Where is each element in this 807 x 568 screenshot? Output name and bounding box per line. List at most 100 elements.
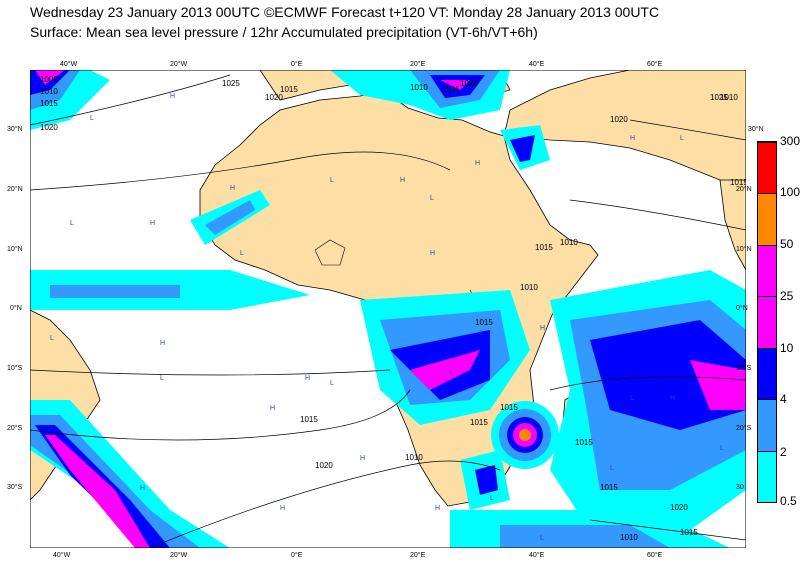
pressure-markers: H L H L H L H H L L H L H L L H L H L H … (50, 93, 724, 542)
top-tick-20w: 20°W (170, 61, 188, 68)
isobar-label: 1020 (670, 503, 688, 512)
svg-text:H: H (280, 505, 285, 512)
svg-text:L: L (240, 250, 244, 257)
legend-label: 300 (780, 134, 801, 148)
isobar-label: 1010 (720, 93, 738, 102)
colorbar-segment (758, 296, 776, 348)
isobar-label: 1015 (535, 243, 553, 252)
colorbar-segment (758, 142, 776, 194)
legend-label: 100 (780, 185, 801, 199)
isobar-label: 1010 (410, 83, 428, 92)
svg-text:H: H (430, 250, 435, 257)
right-tick-20s: 20°S (736, 425, 752, 432)
left-tick-0n: 0°N (10, 305, 22, 312)
svg-text:L: L (90, 115, 94, 122)
weather-map: 1005 1010 1015 1020 1025 1015 1020 1010 … (30, 70, 746, 548)
isobar-label: 1010 (40, 87, 58, 96)
left-tick-20n: 20°N (7, 186, 23, 193)
isobar-label: 1010 (520, 283, 538, 292)
svg-text:L: L (490, 495, 494, 502)
right-tick-30s: 30 (736, 484, 744, 491)
left-tick-20s: 20°S (7, 425, 23, 432)
isobar-label: 1015 (470, 418, 488, 427)
svg-text:H: H (270, 405, 275, 412)
left-tick-10n: 10°N (7, 246, 23, 253)
svg-text:H: H (435, 505, 440, 512)
svg-text:L: L (680, 135, 684, 142)
bottom-tick-40e: 40°E (529, 552, 545, 559)
isobar-label: 1020 (265, 93, 283, 102)
isobar-label: 1025 (222, 79, 240, 88)
top-tick-40w: 40°W (60, 61, 78, 68)
svg-text:H: H (630, 135, 635, 142)
left-tick-30n: 30°N (7, 126, 23, 133)
arabia (503, 70, 746, 191)
svg-text:L: L (50, 335, 54, 342)
svg-text:H: H (305, 375, 310, 382)
svg-text:H: H (150, 220, 155, 227)
isobar-labels: 1005 1010 1015 1020 1025 1015 1020 1010 … (40, 75, 746, 542)
svg-text:H: H (670, 395, 675, 402)
svg-text:L: L (630, 395, 634, 402)
legend-label: 4 (780, 392, 787, 406)
svg-text:L: L (450, 370, 454, 377)
isobars (30, 74, 746, 548)
colorbar-segment (758, 244, 776, 297)
left-tick-10s: 10°S (7, 365, 23, 372)
right-tick-20n: 20°N (736, 186, 752, 193)
svg-text:L: L (85, 460, 89, 467)
isobar-label: 1010 (560, 238, 578, 247)
bottom-tick-40w: 40°W (53, 552, 71, 559)
right-tick-30n: 30°N (748, 126, 764, 133)
colorbar-segment (758, 347, 776, 400)
isobar-label: 1015 (500, 403, 518, 412)
field-subtitle: Surface: Mean sea level pressure / 12hr … (30, 24, 538, 40)
top-tick-20e: 20°E (410, 61, 426, 68)
svg-text:H: H (170, 93, 175, 100)
bottom-tick-60e: 60°E (647, 552, 663, 559)
svg-text:H: H (360, 455, 365, 462)
legend-label: 10 (780, 341, 794, 355)
legend-label: 2 (780, 445, 787, 459)
svg-text:L: L (540, 535, 544, 542)
colorbar-segment (758, 399, 776, 451)
top-tick-60e: 60°E (647, 61, 663, 68)
india (719, 179, 746, 271)
isobar-label: 1015 (730, 178, 746, 187)
isobar-label: 1020 (315, 461, 333, 470)
svg-text:L: L (70, 220, 74, 227)
left-tick-30s: 30°S (7, 484, 23, 491)
isobar-label: 1015 (575, 438, 593, 447)
precipitation (30, 70, 746, 548)
right-tick-10n: 10°N (736, 246, 752, 253)
legend-label: 0.5 (780, 494, 797, 508)
precip-colorbar (757, 141, 777, 503)
svg-text:L: L (720, 445, 724, 452)
svg-text:L: L (480, 330, 484, 337)
svg-text:H: H (400, 177, 405, 184)
isobar-label: 1025 (710, 93, 728, 102)
svg-text:H: H (475, 160, 480, 167)
bottom-tick-0e: 0°E (291, 552, 303, 559)
svg-text:H: H (540, 325, 545, 332)
isobar-label: 1020 (40, 123, 58, 132)
svg-text:H: H (160, 340, 165, 347)
svg-text:L: L (430, 195, 434, 202)
right-tick-10s: 10°S (736, 365, 752, 372)
svg-text:L: L (160, 375, 164, 382)
svg-text:L: L (610, 465, 614, 472)
colorbar-segment (758, 193, 776, 245)
isobar-label: 1010 (405, 453, 423, 462)
legend-label: 25 (780, 289, 794, 303)
forecast-title: Wednesday 23 January 2013 00UTC ©ECMWF F… (30, 4, 660, 20)
legend-label: 50 (780, 237, 794, 251)
isobar-label: 1015 (40, 99, 58, 108)
isobar-label: 1015 (280, 85, 298, 94)
isobar-label: 1015 (600, 483, 618, 492)
bottom-tick-20e: 20°E (410, 552, 426, 559)
isobar-label: 1015 (442, 85, 460, 94)
isobar-label: 1020 (460, 79, 478, 88)
svg-text:H: H (230, 185, 235, 192)
svg-text:H: H (140, 485, 145, 492)
isobar-label: 1015 (300, 415, 318, 424)
